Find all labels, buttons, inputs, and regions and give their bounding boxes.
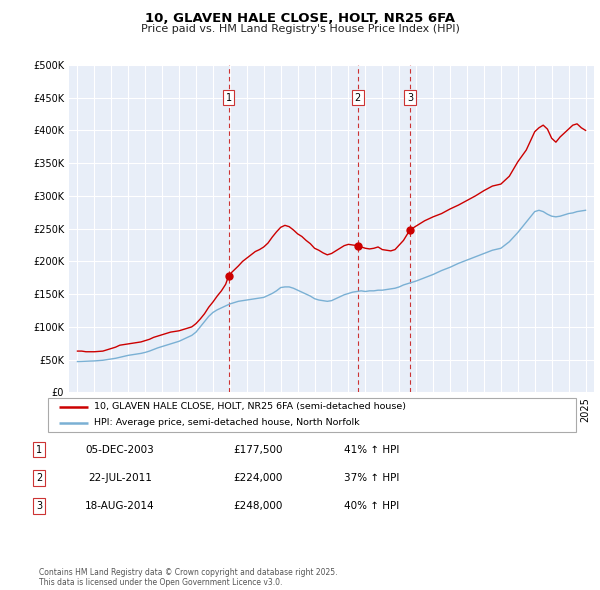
Text: 37% ↑ HPI: 37% ↑ HPI	[344, 473, 400, 483]
Text: 3: 3	[36, 502, 42, 511]
Text: HPI: Average price, semi-detached house, North Norfolk: HPI: Average price, semi-detached house,…	[94, 418, 360, 427]
Text: 05-DEC-2003: 05-DEC-2003	[86, 445, 154, 454]
Text: 1: 1	[36, 445, 42, 454]
Text: Price paid vs. HM Land Registry's House Price Index (HPI): Price paid vs. HM Land Registry's House …	[140, 24, 460, 34]
Text: 10, GLAVEN HALE CLOSE, HOLT, NR25 6FA (semi-detached house): 10, GLAVEN HALE CLOSE, HOLT, NR25 6FA (s…	[94, 402, 406, 411]
Text: Contains HM Land Registry data © Crown copyright and database right 2025.
This d: Contains HM Land Registry data © Crown c…	[39, 568, 337, 587]
Text: 18-AUG-2014: 18-AUG-2014	[85, 502, 155, 511]
Text: £248,000: £248,000	[233, 502, 283, 511]
Text: 10, GLAVEN HALE CLOSE, HOLT, NR25 6FA: 10, GLAVEN HALE CLOSE, HOLT, NR25 6FA	[145, 12, 455, 25]
Text: 41% ↑ HPI: 41% ↑ HPI	[344, 445, 400, 454]
Text: 1: 1	[226, 93, 232, 103]
Text: 2: 2	[355, 93, 361, 103]
Text: £224,000: £224,000	[233, 473, 283, 483]
Text: 22-JUL-2011: 22-JUL-2011	[88, 473, 152, 483]
Text: 2: 2	[36, 473, 42, 483]
Text: 40% ↑ HPI: 40% ↑ HPI	[344, 502, 400, 511]
Text: £177,500: £177,500	[233, 445, 283, 454]
Text: 3: 3	[407, 93, 413, 103]
